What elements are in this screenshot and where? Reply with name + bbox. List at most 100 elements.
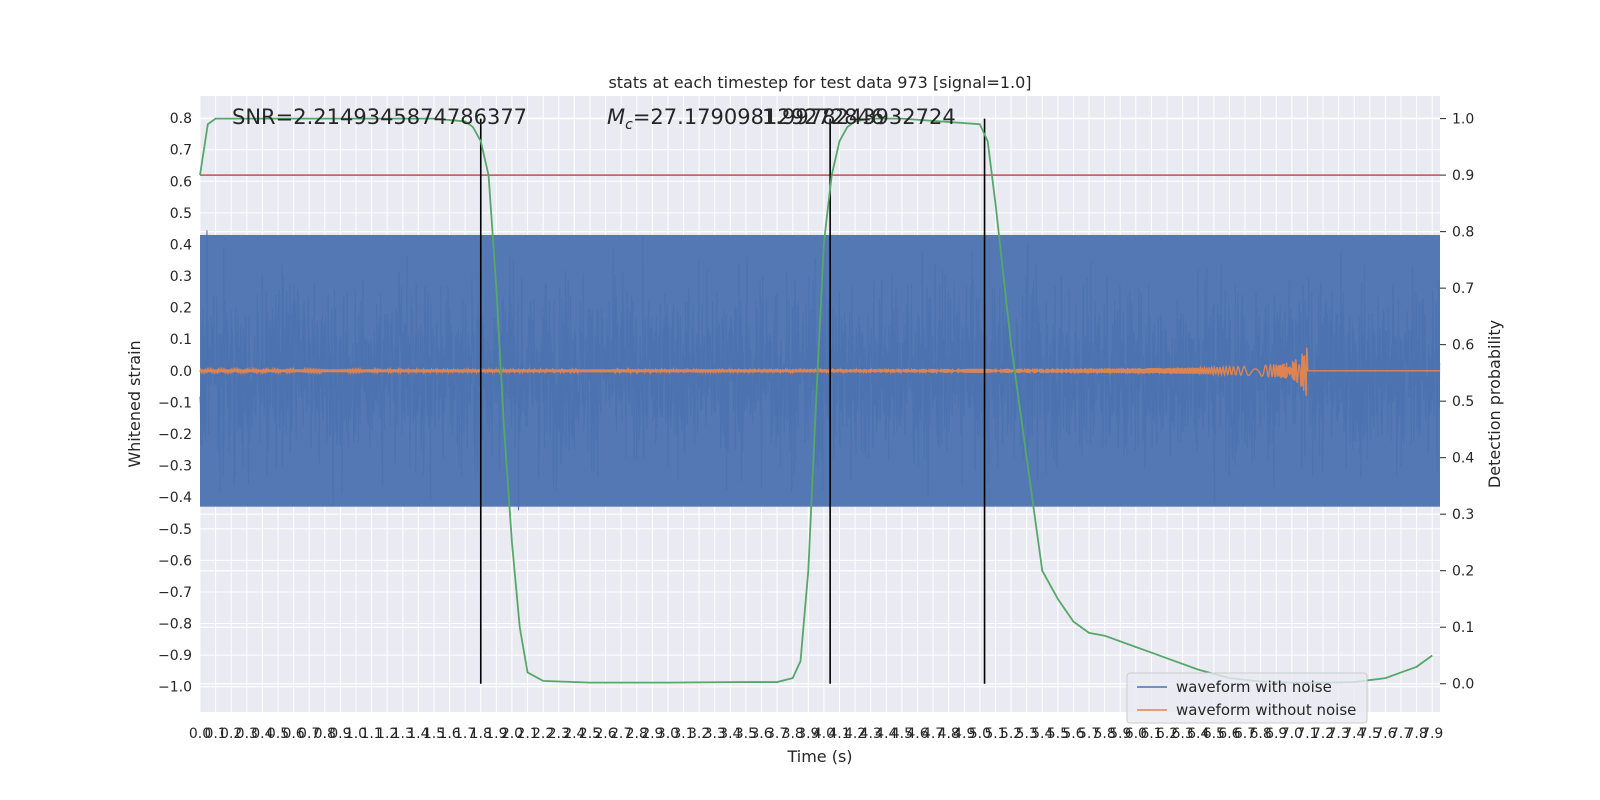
detection-probability-line xyxy=(199,117,1433,684)
x-tick-label: 1.6 xyxy=(438,726,460,742)
x-tick-label: 4.3 xyxy=(860,726,882,742)
x-tick-label: 6.1 xyxy=(1140,726,1162,742)
x-tick-label: 1.0 xyxy=(345,726,367,742)
x-tick-label: 3.7 xyxy=(766,726,788,742)
x-tick-label: 3.5 xyxy=(735,726,757,742)
y-tick-label-left: 0.6 xyxy=(170,174,192,190)
y-tick-label-right: 0.3 xyxy=(1452,507,1474,523)
x-tick-label: 0.6 xyxy=(282,726,304,742)
chirp-mass-value: =27.179098129272846 xyxy=(633,105,884,129)
x-tick-label: 3.8 xyxy=(782,726,804,742)
x-tick-label: 6.3 xyxy=(1172,726,1194,742)
y-axis-label-left: Whitened strain xyxy=(125,340,144,467)
x-tick-label: 7.6 xyxy=(1374,726,1396,742)
y-tick-label-right: 0.5 xyxy=(1452,394,1474,410)
x-tick-label: 3.6 xyxy=(750,726,772,742)
x-tick-label: 3.3 xyxy=(704,726,726,742)
x-tick-label: 5.7 xyxy=(1078,726,1100,742)
x-tick-label: 6.6 xyxy=(1218,726,1240,742)
x-tick-label: 6.4 xyxy=(1187,726,1209,742)
x-tick-label: 4.0 xyxy=(813,726,835,742)
x-tick-label: 5.6 xyxy=(1062,726,1084,742)
y-tick-label-left: 0.7 xyxy=(170,143,192,159)
y-tick-label-left: 0.3 xyxy=(170,269,192,285)
x-tick-label: 5.9 xyxy=(1109,726,1131,742)
y-tick-labels-left: 0.8 0.7 0.6 0.5 0.4 0.3 0.2 0.1 0.0 −0.1 −0.2 −0.3 −… xyxy=(158,111,192,696)
x-tick-label: 3.2 xyxy=(688,726,710,742)
series-waveform-without-noise xyxy=(199,347,1440,396)
y-tick-label-right: 0.9 xyxy=(1452,168,1474,184)
noise-line xyxy=(199,230,1441,511)
y-tick-label-right: 0.1 xyxy=(1452,620,1474,636)
y-tick-label-right: 1.0 xyxy=(1452,112,1474,128)
x-tick-label: 6.8 xyxy=(1249,726,1271,742)
y-axis-label-right: Detection probability xyxy=(1485,320,1504,488)
x-tick-label: 5.0 xyxy=(969,726,991,742)
x-tick-label: 2.4 xyxy=(563,726,585,742)
x-tick-label: 2.6 xyxy=(594,726,616,742)
y-tick-label-left: −1.0 xyxy=(158,680,192,696)
x-tick-label: 2.9 xyxy=(641,726,663,742)
x-tick-label: 7.1 xyxy=(1296,726,1318,742)
x-tick-label: 7.8 xyxy=(1405,726,1427,742)
event-markers xyxy=(479,118,986,684)
x-tick-labels: 0.00.10.20.30.40.50.60.70.80.91.01.11.21… xyxy=(189,726,1443,742)
x-tick-label: 5.8 xyxy=(1094,726,1116,742)
x-tick-label: 0.0 xyxy=(189,726,211,742)
x-tick-label: 6.9 xyxy=(1265,726,1287,742)
y-tick-label-left: −0.7 xyxy=(158,585,192,601)
x-tick-label: 1.9 xyxy=(485,726,507,742)
y-tick-label-left: −0.3 xyxy=(158,459,192,475)
x-tick-label: 0.3 xyxy=(236,726,258,742)
x-tick-label: 2.3 xyxy=(548,726,570,742)
chirp-mass-subscript: c xyxy=(625,117,633,133)
y-tick-label-left: 0.0 xyxy=(170,364,192,380)
x-tick-label: 7.2 xyxy=(1312,726,1334,742)
chirp-mass-symbol: M xyxy=(607,105,625,129)
x-tick-label: 3.4 xyxy=(719,726,741,742)
chart-title: stats at each timestep for test data 973… xyxy=(608,73,1031,92)
y-tick-label-left: 0.1 xyxy=(170,332,192,348)
x-tick-label: 5.2 xyxy=(1000,726,1022,742)
y-tick-label-right: 0.4 xyxy=(1452,451,1474,467)
x-tick-label: 3.1 xyxy=(672,726,694,742)
x-tick-label: 5.5 xyxy=(1047,726,1069,742)
x-tick-label: 2.5 xyxy=(579,726,601,742)
x-tick-label: 6.5 xyxy=(1203,726,1225,742)
x-tick-label: 4.2 xyxy=(844,726,866,742)
x-tick-label: 4.5 xyxy=(891,726,913,742)
x-tick-label: 1.3 xyxy=(392,726,414,742)
x-tick-label: 0.9 xyxy=(329,726,351,742)
x-tick-label: 6.2 xyxy=(1156,726,1178,742)
y-tick-label-left: −0.5 xyxy=(158,522,192,538)
x-tick-label: 5.4 xyxy=(1031,726,1053,742)
y-tick-labels-right: 1.0 0.9 0.8 0.7 0.6 0.5 0.4 0.3 0.2 0.1 0.0 xyxy=(1440,112,1474,693)
x-tick-label: 2.8 xyxy=(626,726,648,742)
y-tick-label-left: −0.9 xyxy=(158,648,192,664)
x-tick-label: 2.2 xyxy=(532,726,554,742)
x-tick-label: 1.5 xyxy=(423,726,445,742)
x-tick-label: 4.1 xyxy=(828,726,850,742)
y-tick-label-right: 0.8 xyxy=(1452,225,1474,241)
x-tick-label: 5.1 xyxy=(984,726,1006,742)
legend-label-clean: waveform without noise xyxy=(1176,701,1356,719)
chirp-line xyxy=(199,347,1440,396)
x-tick-label: 1.7 xyxy=(454,726,476,742)
y-tick-label-left: −0.2 xyxy=(158,427,192,443)
x-tick-label: 4.6 xyxy=(906,726,928,742)
y-tick-label-left: −0.6 xyxy=(158,553,192,569)
x-axis-label: Time (s) xyxy=(786,747,852,766)
x-tick-label: 0.7 xyxy=(298,726,320,742)
x-tick-label: 0.8 xyxy=(314,726,336,742)
x-tick-label: 6.0 xyxy=(1125,726,1147,742)
legend-label-noise: waveform with noise xyxy=(1176,678,1332,696)
x-tick-label: 1.1 xyxy=(360,726,382,742)
y-tick-label-right: 0.2 xyxy=(1452,564,1474,580)
y-tick-label-left: −0.8 xyxy=(158,617,192,633)
chirp-mass-annotation: Mc=27.179098129272846 xyxy=(607,105,884,133)
y-tick-label-left: −0.1 xyxy=(158,395,192,411)
y-tick-label-right: 0.7 xyxy=(1452,281,1474,297)
legend: waveform with noise waveform without noi… xyxy=(1126,672,1368,724)
y-tick-label-right: 0.6 xyxy=(1452,338,1474,354)
